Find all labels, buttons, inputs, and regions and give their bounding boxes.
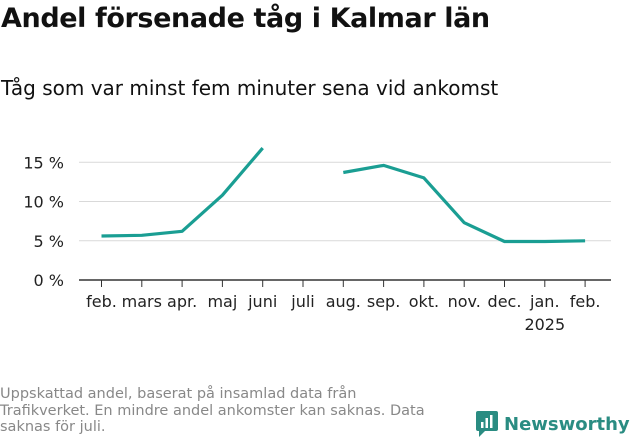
x-tick-label: maj <box>207 292 237 311</box>
x-tick-label: feb. <box>86 292 117 311</box>
data-series <box>101 147 586 244</box>
footnote: Uppskattad andel, baserat på insamlad da… <box>0 386 425 435</box>
brand-logo[interactable]: Newsworthy <box>476 409 630 439</box>
x-tick-label: juni <box>247 292 277 311</box>
chart-subtitle: Tåg som var minst fem minuter sena vid a… <box>1 76 499 100</box>
y-tick-label: 5 % <box>34 232 64 251</box>
series-line <box>343 163 586 244</box>
newsworthy-logo-icon <box>476 411 498 437</box>
x-tick-label: dec. <box>488 292 522 311</box>
x-tick-label: nov. <box>448 292 481 311</box>
y-axis-ticks: 0 % 5 % 10 % 15 % <box>23 153 64 290</box>
x-tick-label: feb. <box>570 292 601 311</box>
line-chart: 0 % 5 % 10 % 15 % feb. mars apr. maj juni juli au… <box>23 147 611 334</box>
x-axis: feb. mars apr. maj juni juli aug. sep. okt. nov. d… <box>79 279 611 334</box>
y-tick-label: 10 % <box>23 193 64 212</box>
x-tick-label: sep. <box>367 292 400 311</box>
series-line <box>101 147 264 238</box>
x-tick-label: jan. <box>529 292 559 311</box>
x-tick-label: aug. <box>326 292 361 311</box>
x-tick-label: juli <box>290 292 314 311</box>
x-tick-label: okt. <box>409 292 439 311</box>
chart-title: Andel försenade tåg i Kalmar län <box>1 3 490 34</box>
x-tick-label: apr. <box>167 292 197 311</box>
y-tick-label: 0 % <box>34 271 64 290</box>
x-tick-label: mars <box>122 292 162 311</box>
brand-name: Newsworthy <box>504 413 630 435</box>
y-tick-label: 15 % <box>23 153 64 172</box>
x-year-label: 2025 <box>524 315 565 334</box>
gridlines <box>79 161 611 242</box>
